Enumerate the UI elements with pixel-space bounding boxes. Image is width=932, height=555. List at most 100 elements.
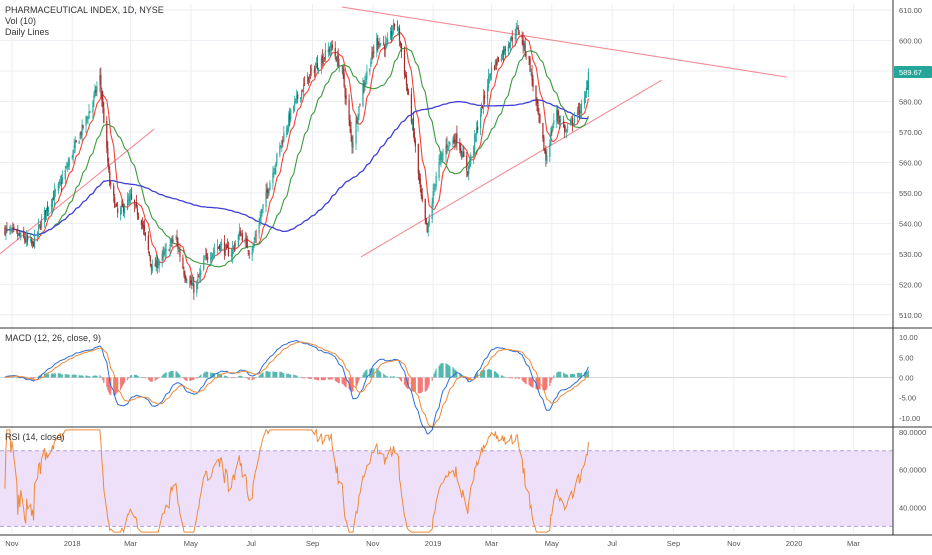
time-tick-label: Sep (667, 539, 680, 548)
candle-body (546, 155, 548, 162)
candle-body (149, 256, 151, 262)
candle-body (563, 120, 565, 127)
candle-body (136, 208, 139, 216)
candle-body (435, 176, 437, 187)
candle-body (536, 98, 538, 104)
macd-histogram-bar (33, 377, 35, 380)
candle-body (272, 172, 274, 184)
macd-histogram-bar (364, 371, 366, 378)
candle-body (503, 47, 505, 54)
candle-body (60, 182, 62, 185)
candle-body (275, 163, 277, 168)
candle-body (532, 78, 534, 88)
macd-histogram-bar (122, 377, 124, 386)
macd-histogram-bar (476, 373, 478, 378)
candle-body (544, 150, 546, 154)
macd-histogram-bar (213, 373, 216, 378)
candle-body (504, 48, 506, 52)
candle-body (16, 230, 18, 232)
macd-histogram-bar (81, 375, 83, 378)
macd-histogram-bar (142, 377, 144, 378)
candle-body (442, 153, 444, 156)
candle-body (100, 74, 102, 89)
candle-body (245, 238, 247, 241)
candle-body (129, 195, 132, 198)
candle-body (252, 244, 254, 251)
macd-histogram-bar (107, 377, 109, 391)
price-pane[interactable] (0, 6, 788, 300)
macd-histogram-bar (267, 371, 269, 378)
macd-histogram-bar (186, 377, 188, 381)
trendline-2[interactable] (360, 79, 662, 258)
macd-histogram-bar (567, 374, 569, 378)
candle-body (4, 227, 6, 235)
candle-body (80, 132, 82, 135)
macd-histogram-bar (580, 372, 583, 378)
macd-histogram-bar (154, 377, 156, 382)
candle-body (303, 82, 306, 84)
macd-histogram-bar (54, 373, 56, 378)
candle-body (232, 246, 234, 248)
macd-histogram-bar (446, 363, 448, 378)
macd-histogram-bar (488, 369, 491, 378)
pane-separators[interactable] (0, 0, 932, 536)
macd-histogram-bar (322, 377, 324, 381)
candle-body (234, 243, 236, 247)
macd-histogram-bar (147, 377, 149, 380)
macd-histogram-bar (151, 377, 153, 382)
candle-body (551, 130, 553, 133)
macd-histogram-bar (220, 374, 223, 378)
macd-histogram-bar (426, 377, 428, 391)
macd-histogram-bar (113, 377, 115, 396)
macd-histogram-bar (481, 370, 484, 378)
candle-body (259, 217, 261, 225)
macd-histogram-bar (93, 375, 95, 378)
candle-body (211, 256, 213, 260)
macd-histogram-bar (232, 377, 234, 378)
macd-histogram-bar (487, 369, 490, 378)
candle-body (384, 44, 386, 50)
candle-body (507, 46, 509, 52)
candle-body (345, 95, 347, 99)
candle-body (71, 156, 73, 158)
macd-histogram-bar (460, 374, 462, 378)
rsi-pane[interactable] (0, 428, 893, 535)
macd-histogram-bar (273, 371, 275, 378)
trendline-1[interactable] (342, 6, 788, 78)
macd-histogram-bar (525, 377, 527, 385)
candle-body (168, 250, 170, 252)
macd-pane[interactable] (0, 339, 893, 435)
candle-body (141, 223, 144, 226)
macd-histogram-bar (252, 377, 254, 380)
candle-body (244, 238, 246, 243)
candle-body (45, 208, 48, 213)
macd-histogram-bar (504, 377, 506, 378)
candle-body (434, 184, 436, 186)
macd-histogram-bar (171, 371, 173, 378)
time-tick-label: 2018 (64, 539, 81, 548)
candle-body (225, 245, 228, 247)
macd-histogram-bar (419, 377, 421, 394)
candle-body (522, 39, 524, 47)
macd-histogram-bar (528, 377, 530, 385)
candle-body (586, 87, 589, 89)
macd-histogram-bar (343, 377, 345, 386)
macd-tick-label: -5.00 (899, 394, 916, 403)
macd-histogram-bar (66, 374, 68, 378)
macd-histogram-bar (296, 375, 298, 378)
candle-body (101, 90, 103, 100)
candle-body (18, 233, 20, 235)
macd-histogram-bar (13, 376, 15, 378)
candle-body (67, 163, 69, 167)
macd-histogram-bar (397, 377, 400, 378)
price-tick-label: 580.00 (899, 98, 922, 107)
candle-body (490, 67, 493, 75)
candle-body (482, 95, 485, 107)
macd-histogram-bar (542, 377, 544, 390)
macd-histogram-bar (94, 375, 96, 378)
macd-histogram-bar (551, 377, 553, 381)
macd-histogram-bar (549, 377, 551, 387)
macd-histogram-bar (306, 377, 309, 379)
